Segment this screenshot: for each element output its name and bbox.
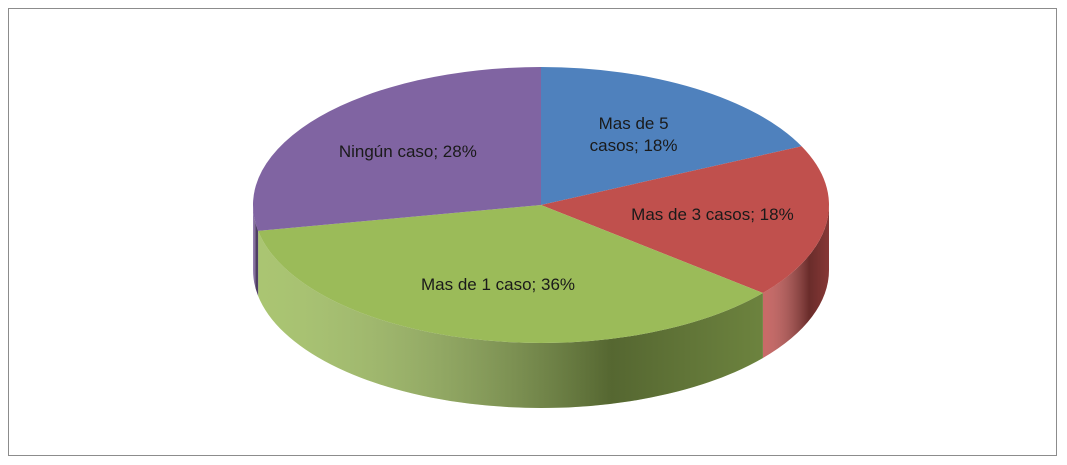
data-label: Mas de 3 casos; 18% (631, 205, 794, 225)
slice-side-shade (258, 230, 763, 408)
slice (541, 67, 802, 205)
slice (541, 146, 830, 293)
chart-frame (8, 8, 1057, 456)
slice-side-shade (762, 205, 829, 358)
slice (258, 205, 763, 344)
slice-side-shade (253, 205, 259, 296)
data-label: Mas de 1 caso; 36% (421, 275, 576, 295)
data-label: Ningún caso; 28% (338, 142, 477, 162)
data-label: Mas de 5 casos; 18% (589, 114, 678, 156)
slice (252, 67, 541, 231)
